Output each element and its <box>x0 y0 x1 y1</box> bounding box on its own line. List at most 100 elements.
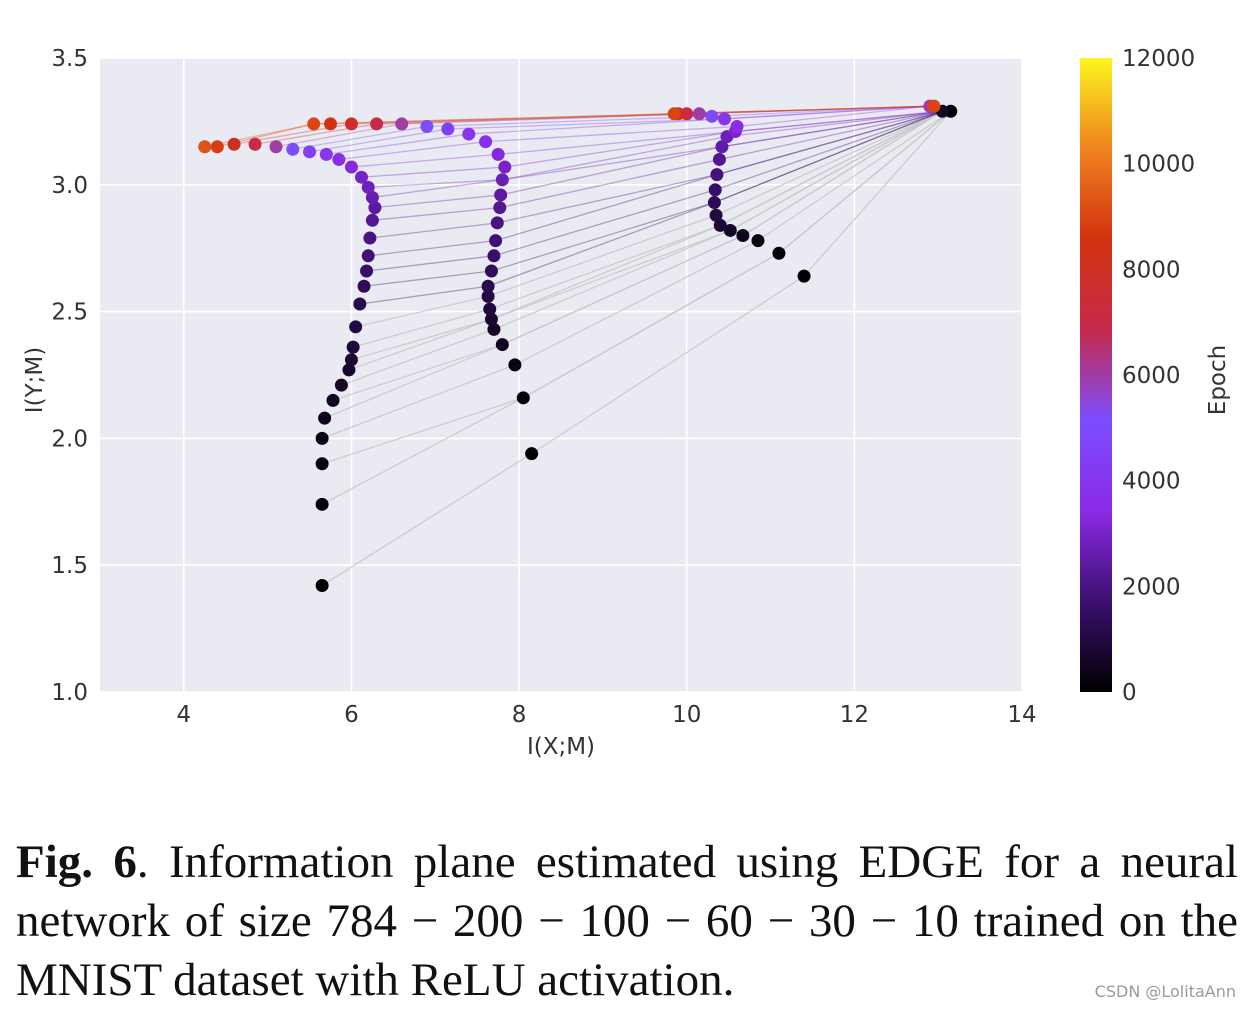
layer-4-point <box>360 264 374 278</box>
epoch-connector-line <box>366 255 495 272</box>
layer-4-point <box>357 279 371 293</box>
caption-figure-label: Fig. 6 <box>16 836 137 888</box>
x-tick-label: 8 <box>512 702 527 728</box>
epoch-connector-line <box>502 146 723 181</box>
layer-2-point <box>736 229 750 243</box>
layer-2-point <box>730 119 744 133</box>
epoch-connector-line <box>502 234 744 346</box>
layer-4-point <box>227 137 241 151</box>
plot-area <box>100 58 1022 692</box>
epoch-connector-line <box>368 239 496 257</box>
layer-4-point <box>326 393 340 407</box>
layer-4-point <box>361 249 375 263</box>
layer-4-point <box>334 378 348 392</box>
layer-3-point <box>441 122 455 136</box>
information-plane-chart: 4 6 8 10 12 14 1.0 1.5 2.0 2.5 3.0 3.5 I(X;M) I(Y;… <box>22 46 1231 760</box>
layer-3-point <box>481 289 495 303</box>
figure-caption: Fig. 6. Information plane estimated usin… <box>16 833 1238 1010</box>
epoch-connector-line <box>368 179 503 188</box>
layer-3-point <box>484 264 498 278</box>
epoch-connector-line <box>715 110 943 216</box>
x-tick-label: 12 <box>840 702 869 728</box>
epoch-connector-line <box>359 285 489 305</box>
epoch-connector-line <box>372 179 503 199</box>
layer-4-point <box>344 160 358 174</box>
epoch-connector-line <box>502 135 728 181</box>
layer-2-point <box>709 208 723 222</box>
epoch-connector-line <box>803 110 952 277</box>
layer-4-point <box>315 497 329 511</box>
layer-1-point <box>927 99 941 113</box>
epoch-connector-line <box>491 229 731 320</box>
epoch-connector-line <box>729 110 943 232</box>
layer-3-point <box>324 117 337 131</box>
layer-4-point <box>269 140 283 154</box>
layer-3-point <box>483 302 497 316</box>
layer-4-point <box>342 363 356 377</box>
layer-4-point <box>332 152 346 166</box>
y-axis-label: I(Y;M) <box>22 347 48 413</box>
epoch-connector-line <box>514 240 759 366</box>
epoch-connector-line <box>742 110 943 237</box>
layer-2-point <box>717 112 731 126</box>
layer-3-point <box>395 117 409 131</box>
epoch-connector-line <box>498 130 736 156</box>
epoch-connector-line <box>491 224 721 320</box>
layer-3-point <box>420 119 434 133</box>
layer-4-point <box>353 297 367 311</box>
x-tick-label: 10 <box>672 702 701 728</box>
layer-2-point <box>708 183 722 197</box>
layer-2-point <box>713 218 727 232</box>
y-tick-label: 2.5 <box>51 300 88 326</box>
x-tick-label: 4 <box>176 702 191 728</box>
epoch-connector-line <box>778 110 952 254</box>
epoch-connector-line <box>338 141 486 161</box>
epoch-connector-line <box>674 105 935 115</box>
x-tick-labels: 4 6 8 10 12 14 <box>176 702 1036 728</box>
epoch-connector-line <box>711 105 930 117</box>
layer-3-point <box>487 322 501 336</box>
epoch-connector-line <box>721 110 943 148</box>
epoch-connector-line <box>699 105 930 115</box>
layer-4-point <box>355 170 369 184</box>
layer-4-point <box>346 340 360 354</box>
colorbar-tick-label: 10000 <box>1122 152 1195 178</box>
colorbar <box>1080 58 1112 692</box>
colorbar-tick-label: 4000 <box>1122 469 1181 495</box>
epoch-connector-line <box>324 343 503 419</box>
layer-2-point <box>707 196 721 210</box>
data-points <box>198 99 958 592</box>
x-tick-label: 14 <box>1007 702 1036 728</box>
layer-3-point <box>487 249 501 263</box>
epoch-connector-line <box>292 125 427 150</box>
layer-4-point <box>365 190 379 204</box>
layer-3-point <box>508 358 522 372</box>
epoch-connector-line <box>485 125 738 143</box>
epoch-connector-line <box>716 110 943 176</box>
epoch-connector-line <box>351 153 499 168</box>
epoch-connector-line <box>719 110 943 226</box>
epoch-connector-line <box>363 270 492 287</box>
layer-2-point <box>797 269 811 283</box>
layer-3-point <box>307 117 321 131</box>
layer-2-point <box>715 140 729 154</box>
epoch-connector-line <box>714 110 943 204</box>
layer-3-point <box>462 127 476 141</box>
epoch-connector-line <box>678 105 935 115</box>
layer-4-point <box>318 411 332 425</box>
y-tick-label: 3.5 <box>51 46 88 72</box>
epoch-connector-line <box>735 110 943 133</box>
epoch-connector-line <box>721 110 943 148</box>
y-tick-label: 2.0 <box>51 426 88 452</box>
layer-4-point <box>315 457 329 471</box>
layer-4-point <box>349 320 363 334</box>
epoch-connector-line <box>497 174 718 224</box>
epoch-connector-line <box>321 364 516 440</box>
epoch-connector-line <box>321 397 524 505</box>
epoch-connector-line <box>361 166 505 178</box>
epoch-connector-line <box>495 174 718 242</box>
colorbar-tick-label: 12000 <box>1122 46 1195 72</box>
layer-4-point <box>303 145 317 159</box>
epoch-connector-line <box>714 110 943 204</box>
epoch-connector-line <box>522 252 780 399</box>
